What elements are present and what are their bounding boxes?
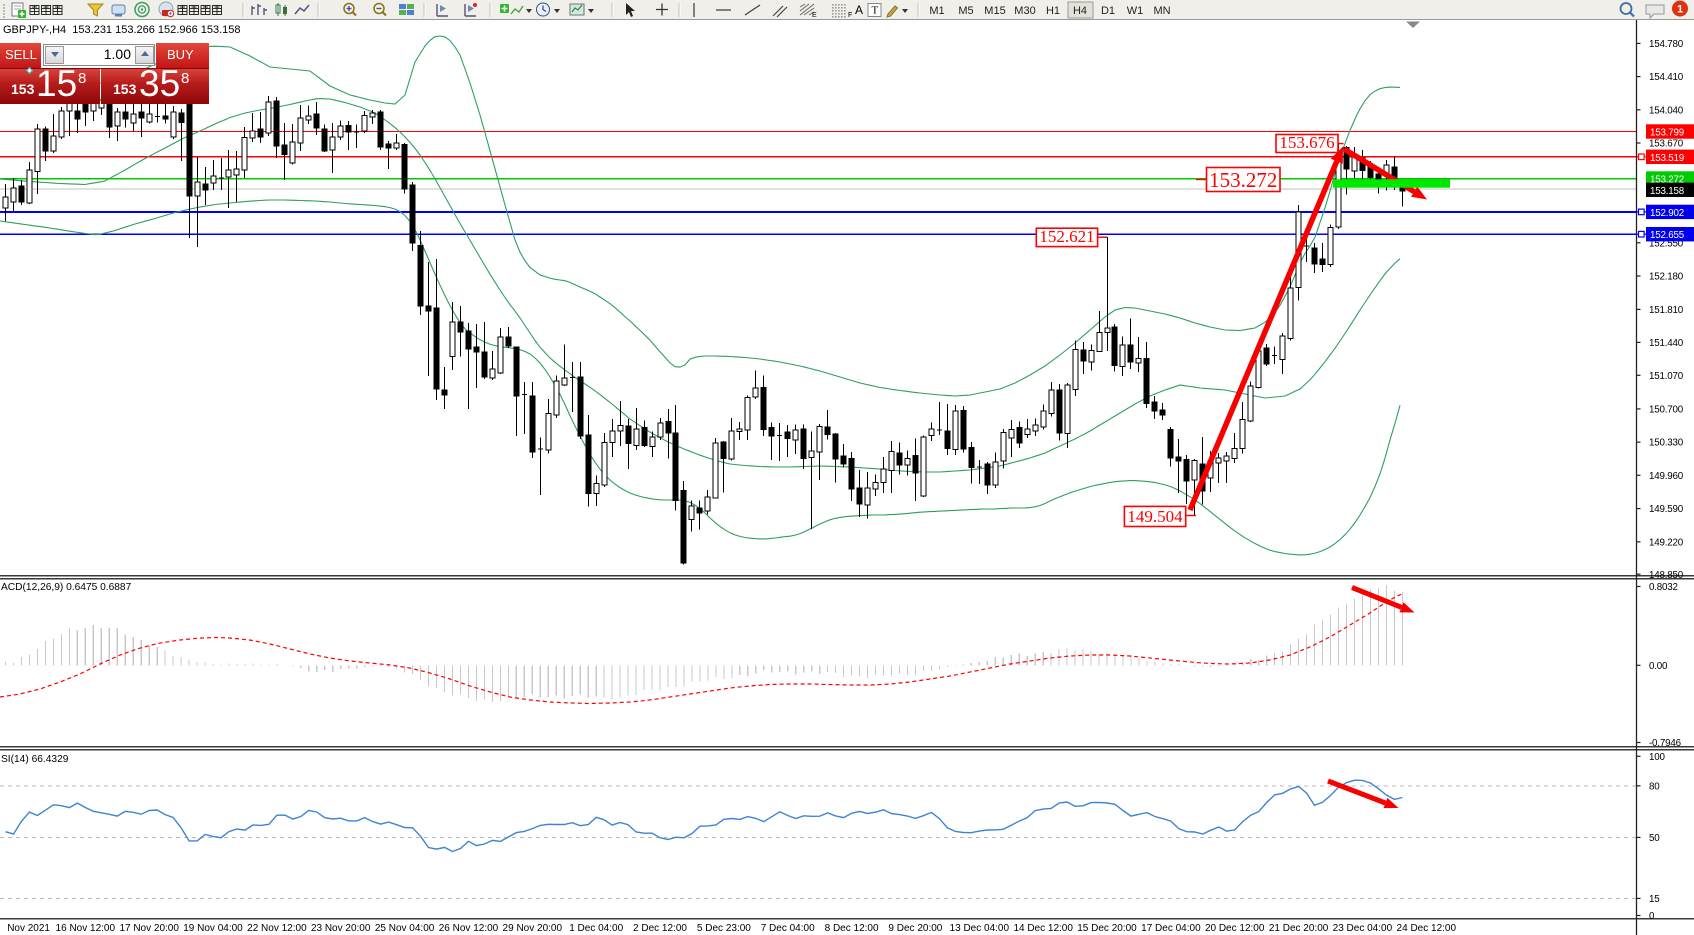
svg-text:153.519: 153.519 xyxy=(1650,153,1684,164)
svg-text:E: E xyxy=(812,12,817,19)
svg-text:149.960: 149.960 xyxy=(1649,471,1684,482)
svg-text:H4: H4 xyxy=(1073,5,1087,17)
svg-text:23 Dec 04:00: 23 Dec 04:00 xyxy=(1333,923,1393,934)
svg-text:T: T xyxy=(872,5,879,17)
svg-text:148.850: 148.850 xyxy=(1649,570,1684,581)
svg-text:150.700: 150.700 xyxy=(1649,405,1684,416)
svg-text:0.00: 0.00 xyxy=(1649,661,1668,672)
svg-text:152.621: 152.621 xyxy=(1039,227,1094,246)
svg-text:153.676: 153.676 xyxy=(1279,133,1334,152)
svg-text:151.810: 151.810 xyxy=(1649,305,1684,316)
svg-text:24 Dec 12:00: 24 Dec 12:00 xyxy=(1397,923,1457,934)
svg-text:ACD(12,26,9) 0.6475 0.6887: ACD(12,26,9) 0.6475 0.6887 xyxy=(1,582,132,593)
svg-text:Nov 2021: Nov 2021 xyxy=(7,923,50,934)
svg-text:25 Nov 04:00: 25 Nov 04:00 xyxy=(375,923,435,934)
svg-text:152.655: 152.655 xyxy=(1650,230,1685,241)
svg-text:153.158: 153.158 xyxy=(1650,186,1685,197)
svg-text:7 Dec 04:00: 7 Dec 04:00 xyxy=(761,923,815,934)
svg-text:15 Dec 20:00: 15 Dec 20:00 xyxy=(1077,923,1137,934)
svg-text:16 Nov 12:00: 16 Nov 12:00 xyxy=(56,923,116,934)
svg-text:M1: M1 xyxy=(929,5,944,17)
svg-text:154.780: 154.780 xyxy=(1649,39,1684,50)
svg-text:153.799: 153.799 xyxy=(1650,128,1684,139)
svg-text:13 Dec 04:00: 13 Dec 04:00 xyxy=(950,923,1010,934)
svg-text:SI(14) 66.4329: SI(14) 66.4329 xyxy=(1,754,69,765)
svg-text:154.040: 154.040 xyxy=(1649,105,1684,116)
svg-text:5 Dec 23:00: 5 Dec 23:00 xyxy=(697,923,751,934)
svg-text:151.070: 151.070 xyxy=(1649,371,1684,382)
svg-text:150.330: 150.330 xyxy=(1649,438,1684,449)
svg-text:149.590: 149.590 xyxy=(1649,504,1684,515)
svg-text:15: 15 xyxy=(1649,894,1660,905)
svg-text:8 Dec 12:00: 8 Dec 12:00 xyxy=(825,923,879,934)
svg-text:152.902: 152.902 xyxy=(1650,208,1684,219)
svg-text:A: A xyxy=(855,3,863,17)
svg-text:W1: W1 xyxy=(1127,5,1144,17)
svg-text:20 Dec 12:00: 20 Dec 12:00 xyxy=(1205,923,1265,934)
svg-text:D1: D1 xyxy=(1101,5,1115,17)
svg-text:0.8032: 0.8032 xyxy=(1649,582,1678,593)
svg-text:153.272: 153.272 xyxy=(1209,168,1277,192)
svg-text:17 Nov 20:00: 17 Nov 20:00 xyxy=(119,923,179,934)
svg-text:151.440: 151.440 xyxy=(1649,338,1684,349)
svg-text:0: 0 xyxy=(1649,911,1655,922)
svg-text:17 Dec 04:00: 17 Dec 04:00 xyxy=(1141,923,1201,934)
svg-text:149.220: 149.220 xyxy=(1649,538,1684,549)
svg-text:1 Dec 04:00: 1 Dec 04:00 xyxy=(569,923,623,934)
svg-text:153.670: 153.670 xyxy=(1649,139,1684,150)
svg-text:M15: M15 xyxy=(984,5,1005,17)
svg-text:1: 1 xyxy=(1677,4,1683,16)
svg-text:152.180: 152.180 xyxy=(1649,272,1684,283)
svg-text:23 Nov 20:00: 23 Nov 20:00 xyxy=(311,923,371,934)
svg-text:19 Nov 04:00: 19 Nov 04:00 xyxy=(183,923,243,934)
svg-text:21 Dec 20:00: 21 Dec 20:00 xyxy=(1269,923,1329,934)
svg-text:154.410: 154.410 xyxy=(1649,72,1684,83)
svg-text:14 Dec 12:00: 14 Dec 12:00 xyxy=(1013,923,1073,934)
svg-text:149.504: 149.504 xyxy=(1127,507,1183,526)
svg-text:50: 50 xyxy=(1649,833,1660,844)
svg-text:2 Dec 12:00: 2 Dec 12:00 xyxy=(633,923,687,934)
svg-text:MN: MN xyxy=(1153,5,1170,17)
svg-text:M5: M5 xyxy=(958,5,973,17)
svg-text:100: 100 xyxy=(1649,752,1665,763)
svg-text:29 Nov 20:00: 29 Nov 20:00 xyxy=(503,923,563,934)
svg-text:H1: H1 xyxy=(1046,5,1060,17)
svg-text:-0.7946: -0.7946 xyxy=(1649,738,1682,749)
svg-text:153.272: 153.272 xyxy=(1650,175,1684,186)
svg-text:26 Nov 12:00: 26 Nov 12:00 xyxy=(439,923,499,934)
svg-text:M30: M30 xyxy=(1014,5,1035,17)
svg-text:152.550: 152.550 xyxy=(1649,238,1684,249)
svg-text:F: F xyxy=(848,12,852,19)
svg-text:22 Nov 12:00: 22 Nov 12:00 xyxy=(247,923,307,934)
svg-text:80: 80 xyxy=(1649,781,1660,792)
svg-text:9 Dec 20:00: 9 Dec 20:00 xyxy=(888,923,942,934)
